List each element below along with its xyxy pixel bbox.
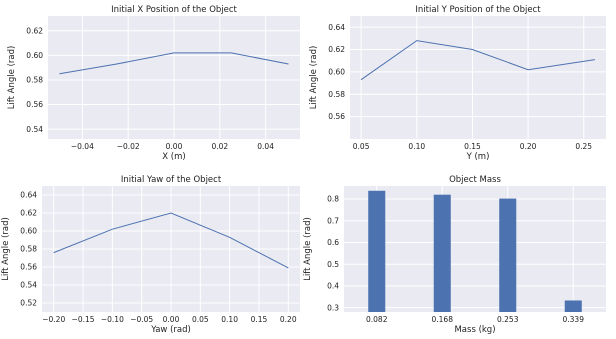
y-tick-label: 0.60: [328, 68, 345, 77]
chart-title: Object Mass: [449, 175, 501, 185]
y-tick-label: 0.58: [328, 90, 345, 99]
y-tick-label: 0.56: [20, 263, 37, 272]
y-tick-label: 0.56: [328, 112, 345, 121]
x-tick-label: 0.02: [211, 142, 228, 151]
y-tick-label: 0.64: [328, 23, 345, 32]
x-tick-label: −0.15: [72, 315, 95, 324]
x-tick-label: 0.10: [408, 142, 425, 151]
x-tick-label: 0.15: [464, 142, 481, 151]
x-axis-label: X (m): [162, 152, 185, 162]
y-tick-label: 0.4: [327, 282, 339, 291]
bar: [433, 194, 451, 312]
y-axis-label: Lift Angle (rad): [309, 46, 319, 110]
bar: [499, 198, 517, 312]
chart-title: Initial Yaw of the Object: [121, 175, 222, 185]
y-tick-label: 0.7: [327, 216, 339, 225]
x-axis-label: Yaw (rad): [150, 325, 191, 335]
y-tick-label: 0.60: [20, 227, 37, 236]
chart-title: Initial Y Position of the Object: [415, 5, 541, 15]
x-tick-label: −0.20: [42, 315, 65, 324]
x-tick-label: 0.082: [366, 315, 388, 324]
x-tick-label: −0.05: [130, 315, 153, 324]
x-tick-label: −0.10: [101, 315, 124, 324]
y-tick-label: 0.62: [328, 45, 345, 54]
y-tick-label: 0.8: [327, 195, 339, 204]
x-tick-label: 0.00: [163, 315, 180, 324]
series-line: [53, 212, 289, 269]
x-tick-label: 0.253: [497, 315, 519, 324]
x-tick-label: 0.25: [575, 142, 592, 151]
x-tick-label: 0.00: [166, 142, 183, 151]
y-axis-label: Lift Angle (rad): [303, 217, 313, 281]
y-axis-label: Lift Angle (rad): [1, 217, 11, 281]
y-tick-label: 0.60: [26, 51, 43, 60]
y-tick-label: 0.62: [20, 209, 37, 218]
x-axis-label: Mass (kg): [454, 325, 495, 335]
y-axis-label: Lift Angle (rad): [7, 46, 17, 110]
x-tick-label: 0.04: [257, 142, 274, 151]
x-tick-label: −0.02: [117, 142, 140, 151]
y-tick-label: 0.5: [327, 260, 339, 269]
chart-panel-4: 0.3 0.4 0.5 0.6 0.7 0.8 0.082 0.168 0.253 0.339 Ob…: [303, 175, 606, 335]
series-line: [360, 40, 595, 81]
y-tick-label: 0.58: [20, 245, 37, 254]
x-tick-label: 0.20: [280, 315, 297, 324]
x-axis-label: Y (m): [466, 152, 490, 162]
y-tick-label: 0.56: [26, 100, 43, 109]
x-tick-label: 0.10: [221, 315, 238, 324]
y-tick-label: 0.54: [26, 125, 43, 134]
x-tick-label: 0.15: [251, 315, 268, 324]
y-tick-label: 0.64: [20, 191, 37, 200]
x-tick-label: 0.05: [192, 315, 209, 324]
x-tick-label: 0.05: [353, 142, 370, 151]
x-tick-label: 0.339: [563, 315, 585, 324]
y-tick-label: 0.58: [26, 76, 43, 85]
x-tick-label: 0.20: [520, 142, 537, 151]
plot-background: [350, 16, 606, 139]
bar: [368, 190, 386, 312]
chart-panel-1: 0.54 0.56 0.58 0.60 0.62 −0.04 −0.02 0.00 0.02 0.…: [7, 5, 300, 162]
y-tick-label: 0.6: [327, 238, 339, 247]
chart-title: Initial X Position of the Object: [111, 5, 237, 15]
x-tick-label: −0.04: [71, 142, 94, 151]
y-tick-label: 0.62: [26, 26, 43, 35]
chart-panel-3: 0.52 0.54 0.56 0.58 0.60 0.62 0.64 −0.20 −0.15 −0…: [1, 175, 300, 335]
y-tick-label: 0.3: [327, 303, 339, 312]
chart-panel-2: 0.56 0.58 0.60 0.62 0.64 0.05 0.10 0.15 0.20 0.25…: [309, 5, 606, 162]
bar: [564, 300, 582, 312]
y-tick-label: 0.54: [20, 281, 37, 290]
y-tick-label: 0.52: [20, 299, 37, 308]
plot-background: [344, 186, 606, 312]
series-line: [59, 52, 289, 75]
x-tick-label: 0.168: [432, 315, 454, 324]
